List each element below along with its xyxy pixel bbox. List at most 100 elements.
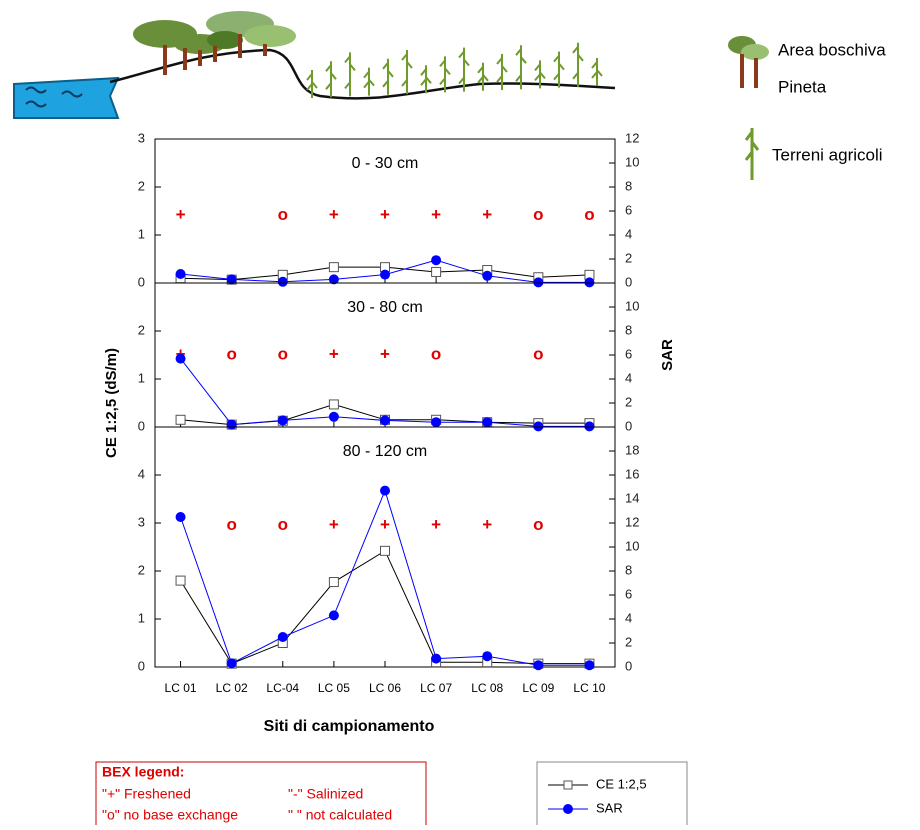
crop-icon <box>439 56 451 93</box>
y2-tick-label: 4 <box>625 370 632 385</box>
bex-marker: + <box>431 515 441 534</box>
point <box>482 270 493 281</box>
point <box>533 421 544 432</box>
y2-tick-label: 0 <box>625 418 632 433</box>
point <box>277 415 288 426</box>
panel-title: 30 - 80 cm <box>347 299 423 316</box>
point <box>431 255 442 266</box>
legend-label: Area boschiva <box>778 40 886 59</box>
point <box>175 512 186 522</box>
point <box>328 411 339 422</box>
y2-axis-title: SAR <box>659 339 676 371</box>
bex-legend: BEX legend: "+" Freshened "-" Salinized … <box>95 761 427 830</box>
y-tick-label: 3 <box>138 514 145 529</box>
point <box>277 276 288 287</box>
bex-marker: + <box>380 205 390 224</box>
x-tick-label: LC 01 <box>165 681 197 695</box>
point <box>328 577 339 588</box>
x-tick-label: LC 08 <box>471 681 503 695</box>
bex-marker: + <box>482 205 492 224</box>
y-tick-label: 1 <box>138 370 145 385</box>
y-tick-label: 2 <box>138 178 145 193</box>
legend-label: CE 1:2,5 <box>596 776 647 791</box>
series-legend: CE 1:2,5 SAR <box>536 761 688 830</box>
point <box>328 274 339 285</box>
point <box>584 421 595 432</box>
crop-icon <box>363 67 375 96</box>
point <box>380 415 390 426</box>
y2-tick-label: 8 <box>625 322 632 337</box>
bex-marker: + <box>329 344 339 363</box>
y2-tick-label: 12 <box>625 130 639 145</box>
y2-tick-label: 18 <box>625 442 639 457</box>
y-tick-label: 0 <box>138 658 145 673</box>
point <box>584 277 595 288</box>
point <box>584 660 595 671</box>
y2-tick-label: 8 <box>625 178 632 193</box>
x-tick-label: LC 07 <box>420 681 452 695</box>
point <box>226 419 237 430</box>
crop-icon <box>458 47 470 92</box>
bex-marker: o <box>278 205 288 224</box>
panel-title: 0 - 30 cm <box>352 155 419 172</box>
illustration-legend: Area boschiva Pineta Terreni agricoli <box>728 36 886 180</box>
crop-icon <box>306 70 318 98</box>
crop-icon <box>477 62 489 91</box>
crop-icon <box>382 58 394 95</box>
point <box>226 658 237 669</box>
x-tick-label: LC 02 <box>216 681 248 695</box>
crop-icon <box>420 65 432 94</box>
crop-icon <box>591 58 603 86</box>
bex-title: BEX legend: <box>102 764 184 780</box>
y2-tick-label: 16 <box>625 466 639 481</box>
bex-item: "o" no base exchange <box>102 807 238 823</box>
point <box>380 545 390 556</box>
bex-marker: o <box>533 515 543 534</box>
series-line <box>180 550 590 665</box>
point <box>175 269 186 279</box>
y2-tick-label: 4 <box>625 226 632 241</box>
legend-label: Pineta <box>778 77 827 96</box>
y2-tick-label: 6 <box>625 202 632 217</box>
point <box>277 632 288 642</box>
landscape <box>13 11 616 119</box>
point <box>175 353 186 364</box>
bex-marker: + <box>329 515 339 534</box>
y-tick-label: 2 <box>138 562 145 577</box>
legend-marker <box>563 780 573 790</box>
point <box>482 651 493 662</box>
x-tick-label: LC-04 <box>266 681 299 695</box>
crop-icon <box>534 60 546 89</box>
point <box>226 274 237 285</box>
y2-tick-label: 6 <box>625 346 632 361</box>
bex-marker: o <box>226 515 236 534</box>
x-tick-label: LC 10 <box>573 681 605 695</box>
bex-marker: o <box>533 205 543 224</box>
bex-marker: + <box>482 515 492 534</box>
point <box>482 417 493 428</box>
x-axis-title: Siti di campionamento <box>264 718 435 735</box>
crop-icon <box>344 52 356 97</box>
point <box>380 485 390 496</box>
legend-label: Terreni agricoli <box>772 145 883 164</box>
point <box>380 269 390 280</box>
y-tick-label: 1 <box>138 610 145 625</box>
y2-tick-label: 10 <box>625 154 639 169</box>
crop-icon <box>496 54 508 90</box>
y2-tick-label: 14 <box>625 490 639 505</box>
bex-marker: + <box>431 205 441 224</box>
y2-tick-label: 8 <box>625 562 632 577</box>
bex-item: " " not calculated <box>288 807 392 823</box>
bex-marker: o <box>431 344 441 363</box>
x-tick-label: LC 09 <box>522 681 554 695</box>
y2-tick-label: 10 <box>625 298 639 313</box>
point <box>328 262 339 273</box>
bex-marker: + <box>380 515 390 534</box>
bex-item: "-" Salinized <box>288 786 363 802</box>
y2-tick-label: 2 <box>625 394 632 409</box>
y-tick-label: 0 <box>138 418 145 433</box>
bex-marker: o <box>278 515 288 534</box>
crop-icon <box>325 61 337 98</box>
point <box>328 610 339 621</box>
